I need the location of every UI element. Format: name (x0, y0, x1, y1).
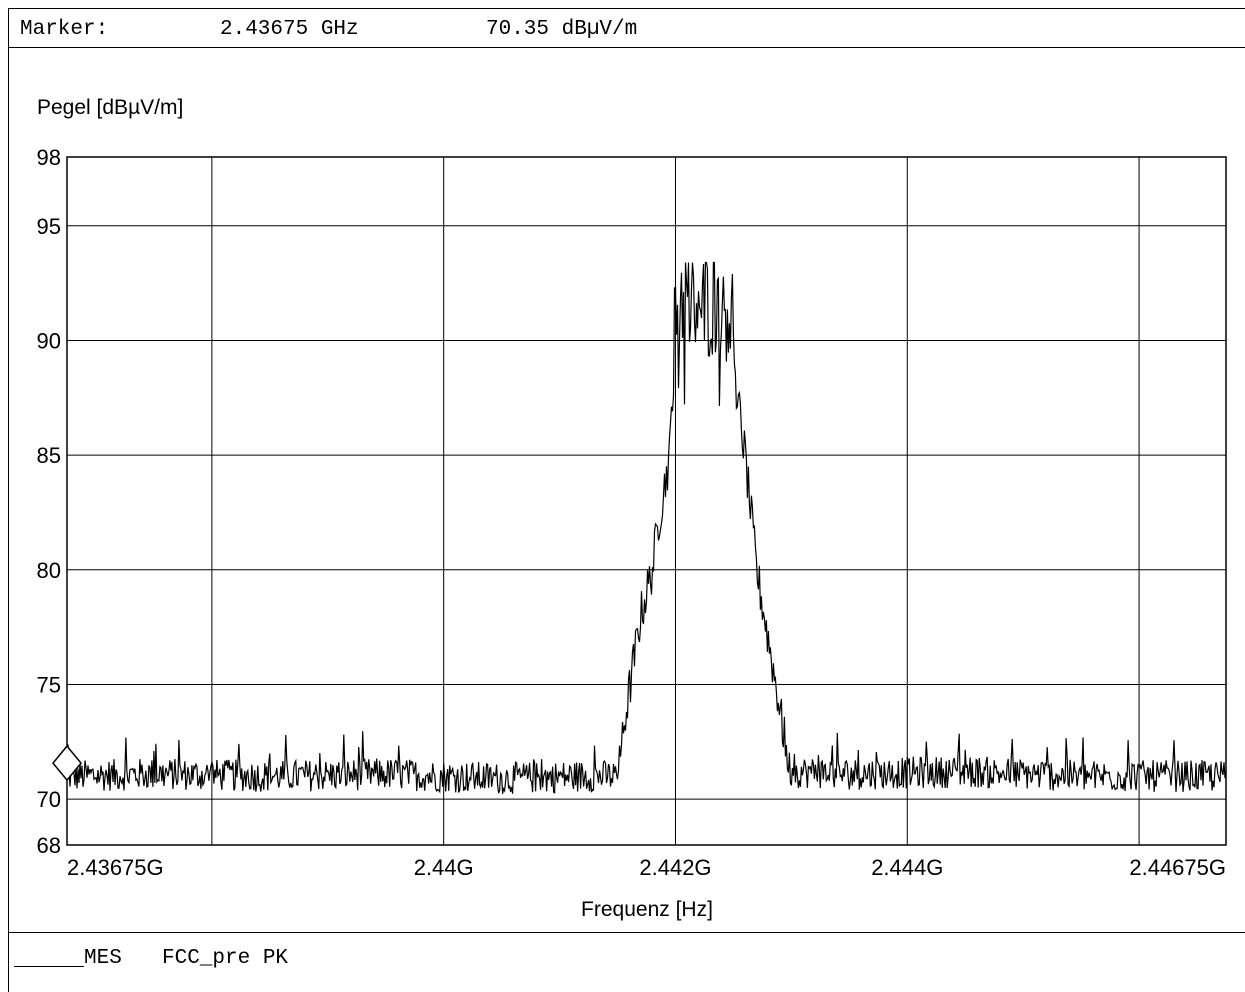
grid (66, 156, 1227, 846)
marker-frequency: 2.43675 GHz (220, 18, 359, 41)
legend-name: FCC_pre PK (162, 947, 289, 970)
legend-line-swatch (14, 966, 84, 967)
y-tick-label: 80 (37, 558, 61, 583)
trace-legend: MES FCC_pre PK (8, 932, 1245, 992)
y-tick-label: 85 (37, 443, 61, 468)
y-tick-label: 90 (37, 328, 61, 353)
y-tick-label: 68 (37, 833, 61, 858)
marker-readout: Marker: 2.43675 GHz 70.35 dBµV/m (8, 8, 1245, 48)
instrument-frame (8, 8, 1245, 992)
x-tick-label: 2.44675G (1129, 855, 1226, 880)
legend-trace: MES (84, 947, 122, 970)
y-tick-label: 70 (37, 787, 61, 812)
x-tick-labels: 2.43675G 2.44G 2.442G 2.444G 2.44675G (67, 855, 1226, 880)
measurement-trace (66, 261, 1227, 794)
x-axis-label: Frequenz [Hz] (581, 898, 713, 921)
y-tick-label: 98 (37, 145, 61, 170)
y-tick-labels: 68 70 75 80 85 90 95 98 (37, 145, 61, 858)
x-tick-label: 2.43675G (67, 855, 164, 880)
marker-label: Marker: (20, 18, 109, 41)
y-axis-label: Pegel [dBµV/m] (37, 96, 183, 119)
plot-area (66, 156, 1227, 846)
y-tick-label: 75 (37, 672, 61, 697)
marker-level: 70.35 dBµV/m (486, 18, 638, 41)
x-tick-label: 2.444G (871, 855, 943, 880)
x-tick-label: 2.44G (414, 855, 474, 880)
y-tick-label: 95 (37, 214, 61, 239)
marker-diamond-icon (52, 744, 82, 782)
x-tick-label: 2.442G (639, 855, 711, 880)
